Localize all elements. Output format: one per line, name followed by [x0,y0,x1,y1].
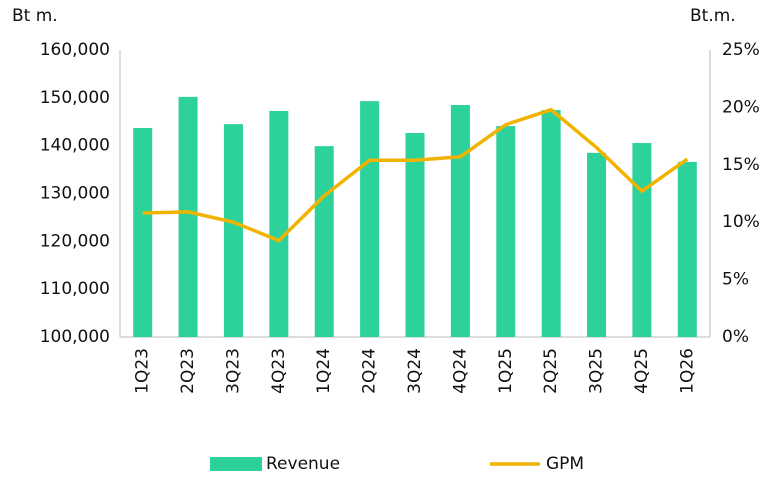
bar [178,96,198,337]
y2-tick-label: 25% [722,40,760,60]
y-tick-label: 100,000 [40,327,110,347]
y-tick-label: 140,000 [40,136,110,156]
x-tick-label: 2Q25 [541,348,561,394]
bar [405,132,425,337]
bar [632,143,652,337]
x-tick-label: 4Q25 [632,348,652,394]
y-tick-label: 150,000 [40,88,110,108]
y-tick-label: 110,000 [40,279,110,299]
x-tick-label: 3Q23 [223,348,243,394]
legend-swatch [210,457,262,471]
x-tick-label: 4Q24 [450,348,470,394]
y2-tick-label: 10% [722,212,760,232]
y2-tick-label: 20% [722,97,760,117]
y-tick-label: 120,000 [40,231,110,251]
x-tick-label: 1Q25 [496,348,516,394]
bar [314,146,334,337]
y-tick-label: 160,000 [40,40,110,60]
y2-tick-label: 5% [722,270,749,290]
x-tick-label: 3Q24 [405,348,425,394]
y2-tick-label: 0% [722,327,749,347]
bar [541,110,561,338]
bar [587,152,607,337]
bar [496,126,516,338]
bar [360,101,380,337]
x-tick-label: 1Q24 [314,348,334,394]
bar [677,161,697,337]
x-tick-label: 1Q23 [133,348,153,394]
y-tick-label: 130,000 [40,184,110,204]
bar [223,124,243,338]
line [142,107,689,243]
y2-unit-label: Bt.m. [690,6,736,26]
bar [269,110,289,337]
x-tick-label: 2Q23 [178,348,198,394]
x-tick-label: 2Q24 [360,348,380,394]
y-unit-label: Bt m. [12,6,58,26]
x-tick-label: 1Q26 [677,348,697,394]
y2-tick-label: 15% [722,155,760,175]
legend-label: GPM [546,454,584,474]
x-tick-label: 3Q25 [587,348,607,394]
bar [133,127,153,338]
bar [450,105,470,337]
legend-label: Revenue [266,454,340,474]
x-tick-label: 4Q23 [269,348,289,394]
